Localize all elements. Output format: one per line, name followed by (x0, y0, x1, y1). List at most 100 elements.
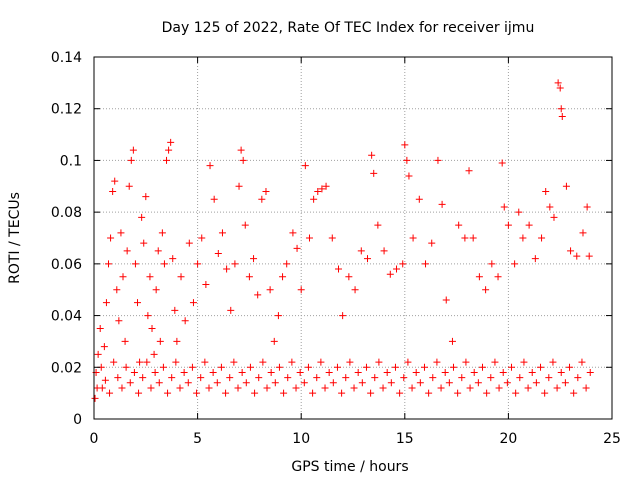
data-point (241, 221, 249, 229)
data-point (135, 389, 143, 397)
data-point (511, 260, 519, 268)
data-point (246, 363, 254, 371)
data-point (367, 389, 375, 397)
data-point (129, 146, 137, 154)
data-point (425, 389, 433, 397)
data-point (357, 247, 365, 255)
data-point (566, 363, 574, 371)
data-point (275, 363, 283, 371)
data-point (354, 368, 362, 376)
data-point (274, 312, 282, 320)
data-point (578, 358, 586, 366)
x-tick-label: 5 (193, 431, 202, 447)
plot-frame (93, 56, 613, 420)
data-point (106, 389, 114, 397)
data-point (495, 384, 503, 392)
data-point (173, 337, 181, 345)
data-point (263, 384, 271, 392)
data-point (111, 177, 119, 185)
data-point (250, 255, 258, 263)
data-point (176, 384, 184, 392)
data-point (412, 368, 420, 376)
data-point (139, 374, 147, 382)
data-point (449, 363, 457, 371)
data-point (494, 273, 502, 281)
data-point (557, 105, 565, 113)
data-point (223, 265, 231, 273)
data-point (538, 234, 546, 242)
y-tick-label: 0.14 (51, 50, 82, 66)
chart-title: Day 125 of 2022, Rate Of TEC Index for r… (162, 20, 535, 36)
data-point (150, 350, 158, 358)
x-tick-labels: 0 5 10 15 20 25 (90, 431, 621, 447)
data-point (339, 312, 347, 320)
data-point (235, 182, 243, 190)
data-point (504, 221, 512, 229)
data-point (549, 358, 557, 366)
data-point (567, 247, 575, 255)
data-point (254, 291, 262, 299)
data-point (313, 374, 321, 382)
data-point (461, 234, 469, 242)
data-point (169, 255, 177, 263)
x-tick-label: 20 (499, 431, 517, 447)
data-point (105, 260, 113, 268)
data-point (147, 384, 155, 392)
data-point (280, 389, 288, 397)
data-point (519, 234, 527, 242)
data-point (131, 260, 139, 268)
data-point (557, 368, 565, 376)
data-point (515, 208, 523, 216)
data-point (415, 195, 423, 203)
data-point (163, 156, 171, 164)
data-point (164, 389, 172, 397)
data-point (491, 358, 499, 366)
data-point (586, 368, 594, 376)
data-point (156, 337, 164, 345)
data-point (333, 363, 341, 371)
data-point (113, 286, 121, 294)
x-tick-label: 10 (292, 431, 310, 447)
data-point (155, 379, 163, 387)
data-point (541, 389, 549, 397)
data-point (508, 363, 516, 371)
data-point (205, 384, 213, 392)
data-point (364, 255, 372, 263)
data-point (194, 260, 202, 268)
data-point (168, 374, 176, 382)
data-point (94, 350, 102, 358)
data-point (102, 299, 110, 307)
data-point (266, 286, 274, 294)
data-point (338, 389, 346, 397)
data-point (119, 273, 127, 281)
data-point (383, 368, 391, 376)
data-point (107, 234, 115, 242)
y-tick-label: 0.06 (51, 257, 82, 273)
x-tick-label: 15 (396, 431, 414, 447)
data-point (288, 358, 296, 366)
data-point (475, 273, 483, 281)
data-point (148, 325, 156, 332)
y-tick-label: 0.02 (51, 360, 82, 376)
data-point (226, 374, 234, 382)
data-point (561, 379, 569, 387)
data-points (91, 79, 594, 402)
data-point (512, 389, 520, 397)
data-point (270, 337, 278, 345)
data-point (558, 112, 566, 120)
data-point (130, 368, 138, 376)
data-point (239, 156, 247, 164)
data-point (345, 273, 353, 281)
data-point (570, 389, 578, 397)
data-point (238, 368, 246, 376)
data-point (210, 195, 218, 203)
data-point (167, 138, 175, 146)
data-point (462, 358, 470, 366)
data-point (126, 379, 134, 387)
data-point (445, 379, 453, 387)
data-point (487, 374, 495, 382)
data-point (466, 384, 474, 392)
data-point (96, 325, 104, 332)
data-point (346, 358, 354, 366)
